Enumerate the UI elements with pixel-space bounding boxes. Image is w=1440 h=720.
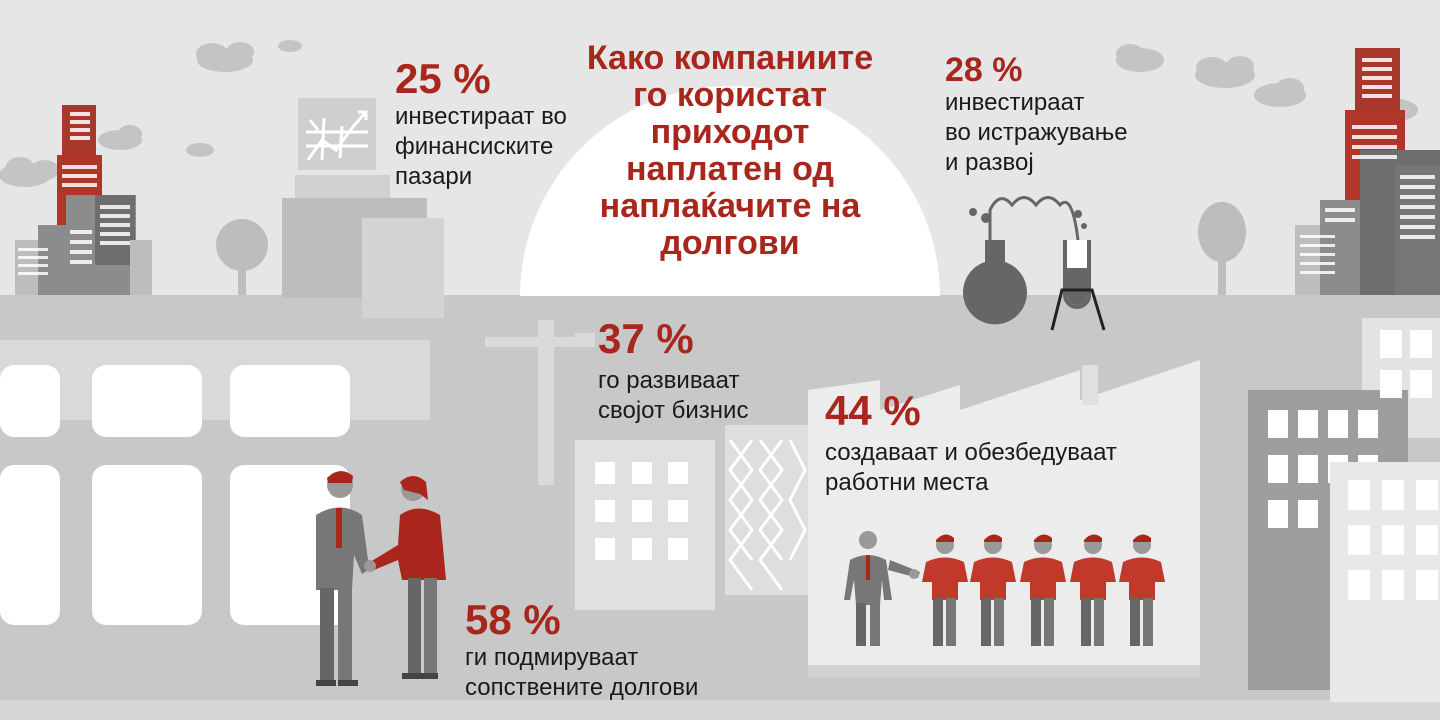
crane-icon — [485, 320, 595, 485]
chart-icon — [306, 110, 368, 161]
stat-description-line: сопствените долгови — [465, 674, 699, 701]
workers-icon — [844, 531, 1165, 646]
stat-percent: 44 % — [825, 387, 921, 434]
sun-shape — [520, 86, 940, 296]
stat-description-line: работни места — [825, 469, 989, 496]
right-buildings — [1248, 318, 1440, 702]
infographic-title: Како компаниите го користат приходот нап… — [540, 40, 920, 262]
stat-description-line: својот бизнис — [598, 397, 749, 424]
stat-financial-markets: 25 % инвестираат во финансиските пазари — [395, 56, 567, 192]
right-city — [1198, 48, 1440, 295]
title-line: Како компаниите — [586, 39, 874, 77]
stat-description-line: инвестираат во — [395, 103, 567, 130]
title-line: долгови — [660, 224, 800, 262]
stat-percent: 28 % — [945, 51, 1023, 89]
title-line: го користат — [632, 76, 828, 114]
stat-research-development: 28 % инвестираат во истражување и развој — [945, 52, 1128, 178]
stat-description-line: го развиваат — [598, 367, 740, 394]
stat-description-line: инвестираат — [945, 89, 1085, 116]
flask-icon — [962, 196, 1106, 331]
stat-own-debts: 58 % ги подмируваат сопствените долгови — [465, 597, 698, 703]
construction-building — [575, 425, 810, 610]
left-warehouse — [0, 340, 430, 625]
stat-description-line: ги подмируваат — [465, 644, 639, 671]
stat-jobs: 44 % создаваат и обезбедуваат работни ме… — [825, 388, 1117, 498]
stat-percent: 37 % — [598, 315, 694, 362]
left-city — [15, 105, 268, 295]
title-line: приходот — [650, 113, 810, 151]
stat-percent: 58 % — [465, 596, 561, 643]
stat-percent: 25 % — [395, 55, 491, 102]
stat-description-line: во истражување — [945, 119, 1128, 146]
cloud-icon — [0, 40, 1418, 187]
office-block — [282, 98, 444, 318]
stat-business-development: 37 % го развиваат својот бизнис — [598, 316, 748, 426]
stat-description-line: создаваат и обезбедуваат — [825, 439, 1117, 466]
stat-description-line: и развој — [945, 149, 1034, 176]
stat-description-line: финансиските — [395, 133, 554, 160]
stat-description-line: пазари — [395, 163, 473, 190]
title-line: наплатен од — [626, 150, 834, 188]
title-line: наплаќачите на — [599, 187, 861, 225]
handshake-icon — [316, 470, 446, 686]
